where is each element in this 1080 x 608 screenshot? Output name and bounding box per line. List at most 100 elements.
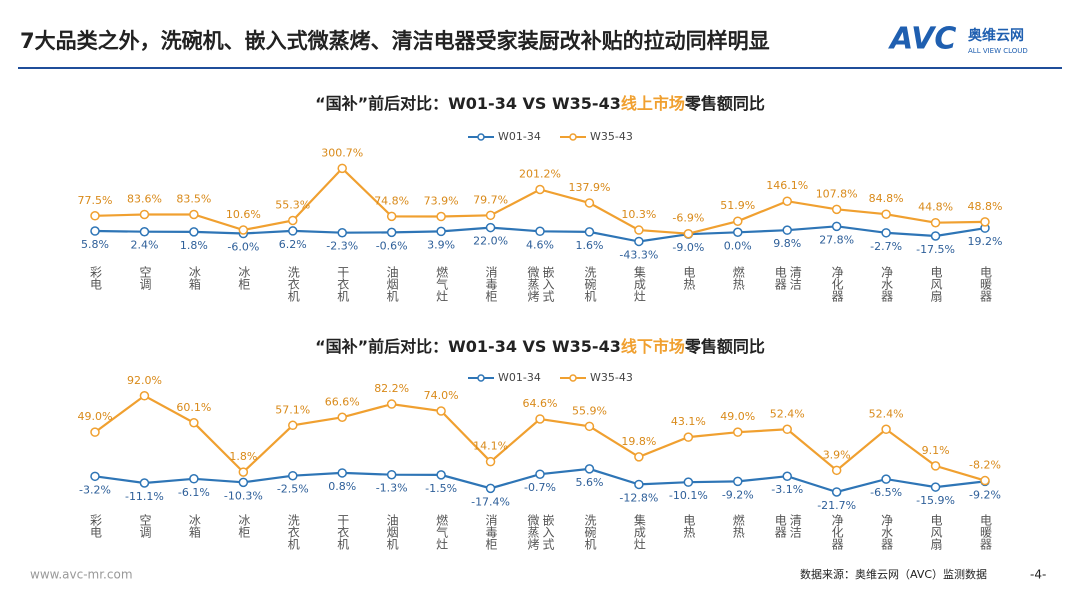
data-point bbox=[386, 211, 397, 222]
data-point bbox=[535, 469, 545, 479]
data-point bbox=[90, 471, 100, 482]
data-point bbox=[683, 228, 694, 239]
data-point bbox=[881, 209, 891, 219]
data-point bbox=[238, 477, 249, 488]
data-point bbox=[980, 217, 990, 227]
data-point bbox=[90, 226, 100, 236]
data-point bbox=[189, 227, 199, 237]
data-point bbox=[337, 468, 347, 478]
data-label: -11.1% bbox=[125, 490, 164, 503]
x-tick-label: 洗衣机 bbox=[286, 514, 301, 550]
data-point bbox=[634, 452, 644, 462]
data-label: -2.3% bbox=[326, 240, 358, 253]
data-label: 44.8% bbox=[918, 201, 953, 214]
data-label: -2.7% bbox=[870, 240, 902, 253]
page-number: -4- bbox=[1030, 568, 1046, 582]
data-label: 84.8% bbox=[869, 192, 904, 205]
data-point bbox=[436, 226, 446, 237]
data-point bbox=[386, 227, 397, 238]
data-point bbox=[535, 184, 545, 195]
data-label: 3.9% bbox=[823, 448, 851, 461]
data-label: -6.5% bbox=[870, 486, 902, 499]
x-tick-label: 清洁电器 bbox=[773, 514, 803, 538]
data-label: 6.2% bbox=[279, 238, 307, 251]
data-label: 60.1% bbox=[176, 401, 211, 414]
data-point bbox=[139, 226, 150, 237]
data-point bbox=[881, 228, 891, 238]
chart-title: “国补”前后对比：W01-34 VS W35-43线上市场零售额同比 bbox=[315, 94, 765, 113]
data-label: -6.0% bbox=[227, 241, 259, 254]
data-point bbox=[930, 217, 941, 228]
data-label: 74.0% bbox=[424, 389, 459, 402]
data-label: 52.4% bbox=[869, 407, 904, 420]
data-point bbox=[90, 427, 100, 437]
data-label: 51.9% bbox=[720, 199, 755, 212]
chart-title-part: 线下市场 bbox=[621, 337, 685, 356]
data-label: 74.8% bbox=[374, 194, 409, 207]
data-label: -10.1% bbox=[669, 489, 708, 502]
data-label: -6.1% bbox=[178, 486, 210, 499]
data-label: -9.2% bbox=[722, 488, 754, 501]
chart-title-part: 线上市场 bbox=[621, 94, 685, 113]
data-point bbox=[485, 483, 496, 494]
data-label: 0.0% bbox=[724, 239, 752, 252]
x-tick-label: 电风扇 bbox=[929, 514, 944, 550]
data-label: -6.9% bbox=[672, 212, 704, 225]
data-point bbox=[436, 470, 446, 480]
logo-cn: 奥维云网 bbox=[968, 27, 1024, 44]
data-label: 83.6% bbox=[127, 192, 162, 205]
data-label: 0.8% bbox=[328, 480, 356, 493]
data-label: 49.0% bbox=[78, 410, 113, 423]
legend-marker bbox=[569, 374, 577, 382]
data-label: 1.8% bbox=[229, 450, 257, 463]
x-tick-label: 燃气灶 bbox=[434, 266, 449, 302]
logo: AVC bbox=[888, 22, 956, 57]
data-label: 55.9% bbox=[572, 404, 607, 417]
data-point bbox=[930, 231, 941, 241]
data-label: -3.1% bbox=[771, 483, 803, 496]
x-tick-label: 冰柜 bbox=[236, 514, 251, 538]
website: www.avc-mr.com bbox=[30, 568, 133, 582]
data-label: -15.9% bbox=[916, 494, 955, 507]
data-label: -10.3% bbox=[224, 489, 263, 502]
data-label: 3.9% bbox=[427, 238, 455, 251]
legend-marker bbox=[477, 374, 485, 382]
x-tick-label: 燃热 bbox=[731, 514, 746, 538]
data-label: 146.1% bbox=[766, 179, 808, 192]
data-point bbox=[337, 163, 347, 174]
data-label: -1.5% bbox=[425, 482, 457, 495]
x-tick-label: 净化器 bbox=[830, 266, 845, 302]
data-point bbox=[238, 225, 249, 235]
x-tick-label: 电暖器 bbox=[978, 266, 993, 302]
data-label: 2.4% bbox=[130, 239, 158, 252]
logo-en: ALL VIEW CLOUD bbox=[968, 47, 1028, 55]
data-label: -2.5% bbox=[277, 483, 309, 496]
data-point bbox=[634, 479, 644, 490]
data-point bbox=[485, 456, 496, 467]
data-point bbox=[930, 482, 941, 492]
data-point bbox=[535, 414, 545, 424]
x-tick-label: 油烟机 bbox=[385, 266, 400, 302]
x-tick-label: 洗衣机 bbox=[286, 266, 301, 302]
x-tick-label: 燃气灶 bbox=[434, 514, 449, 550]
data-label: 1.8% bbox=[180, 239, 208, 252]
data-point bbox=[584, 198, 595, 208]
data-label: 107.8% bbox=[816, 187, 858, 200]
data-point bbox=[189, 209, 199, 220]
data-point bbox=[90, 211, 100, 221]
data-point bbox=[584, 464, 595, 474]
data-label: -9.0% bbox=[672, 241, 704, 254]
data-point bbox=[733, 227, 743, 237]
x-tick-label: 消毒柜 bbox=[484, 514, 499, 550]
data-point bbox=[189, 418, 199, 428]
data-point bbox=[337, 227, 347, 238]
data-label: -8.2% bbox=[969, 459, 1001, 472]
data-label: 64.6% bbox=[523, 397, 558, 410]
data-point bbox=[288, 226, 298, 236]
data-label: 79.7% bbox=[473, 193, 508, 206]
data-point bbox=[189, 474, 199, 484]
data-point bbox=[733, 476, 743, 487]
x-tick-label: 嵌入式微蒸烤 bbox=[526, 266, 555, 302]
data-label: -12.8% bbox=[619, 491, 658, 504]
data-label: -21.7% bbox=[817, 499, 856, 512]
